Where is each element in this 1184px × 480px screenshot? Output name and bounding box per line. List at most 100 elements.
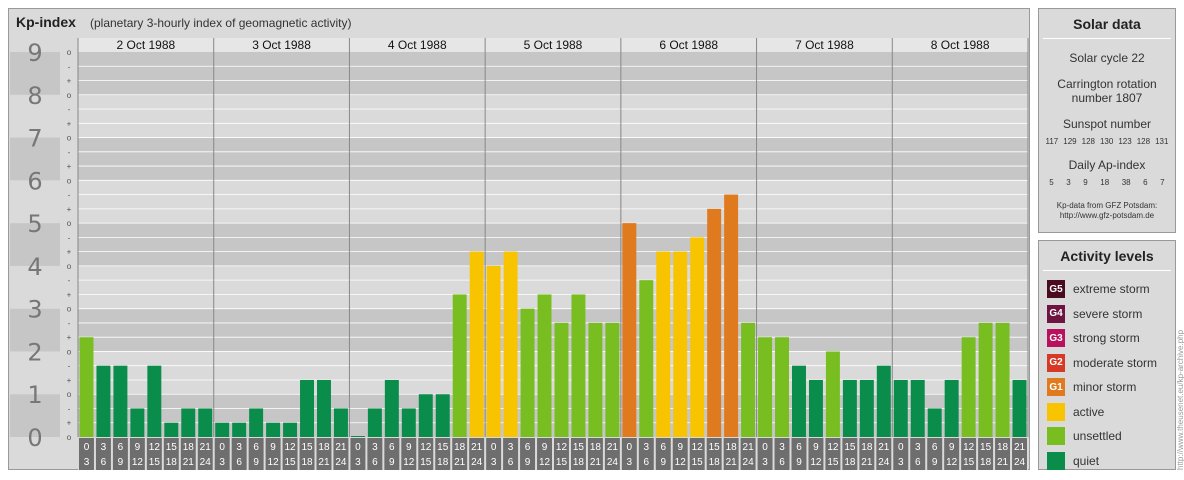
hour-end-label: 3 bbox=[627, 457, 633, 468]
sub-tick-label: o bbox=[67, 91, 72, 100]
hour-label-box bbox=[978, 438, 994, 470]
sub-tick-label: + bbox=[67, 376, 72, 385]
hour-end-label: 6 bbox=[915, 457, 921, 468]
ap-values: 5 3 9 18 38 6 7 bbox=[1039, 178, 1175, 187]
kp-bar bbox=[317, 379, 331, 437]
hour-label-box bbox=[350, 438, 366, 470]
sub-tick-label: o bbox=[67, 219, 72, 228]
kp-bar bbox=[215, 422, 230, 437]
legend-swatch: G4 bbox=[1047, 304, 1065, 323]
sub-tick-label: - bbox=[68, 319, 71, 328]
kp-bar bbox=[350, 436, 365, 437]
legend-label: unsettled bbox=[1073, 429, 1122, 444]
legend-item: active bbox=[1047, 400, 1175, 425]
hour-label-box bbox=[723, 438, 739, 470]
kp-bar bbox=[961, 337, 976, 437]
kp-label-band bbox=[10, 52, 60, 95]
kp-bar bbox=[300, 379, 314, 437]
legend-label: strong storm bbox=[1073, 331, 1140, 346]
kp-bar bbox=[588, 322, 603, 437]
hour-start-label: 12 bbox=[284, 442, 296, 453]
legend-label: minor storm bbox=[1073, 380, 1137, 395]
hour-end-label: 21 bbox=[726, 457, 738, 468]
kp-bar bbox=[96, 365, 111, 437]
ap-value: 9 bbox=[1083, 178, 1088, 187]
legend-item: G2 moderate storm bbox=[1047, 351, 1175, 376]
hour-label-box bbox=[129, 438, 145, 470]
sub-tick-label: + bbox=[67, 77, 72, 86]
hour-start-label: 9 bbox=[135, 442, 141, 453]
hour-end-label: 18 bbox=[709, 457, 721, 468]
sub-tick-label: - bbox=[68, 276, 71, 285]
kp-bar bbox=[808, 379, 823, 437]
hour-end-label: 3 bbox=[219, 457, 225, 468]
hour-label-box bbox=[893, 438, 909, 470]
kp-bar bbox=[792, 365, 806, 437]
y-tick-label: 4 bbox=[27, 253, 42, 281]
hour-label-box bbox=[418, 438, 434, 470]
hour-start-label: 12 bbox=[963, 442, 975, 453]
activity-legend: G5 extreme storm G4 severe storm G3 strong st… bbox=[1039, 271, 1175, 473]
hour-start-label: 21 bbox=[743, 442, 755, 453]
ap-value: 38 bbox=[1121, 178, 1131, 187]
sunspot-value: 128 bbox=[1081, 137, 1095, 146]
hour-label-box bbox=[469, 438, 485, 470]
sub-tick-label: + bbox=[67, 248, 72, 257]
hour-end-label: 24 bbox=[878, 457, 890, 468]
hour-label-box bbox=[808, 438, 824, 470]
hour-label-box bbox=[384, 438, 400, 470]
kp-bar bbox=[758, 337, 773, 437]
activity-levels-title: Activity levels bbox=[1043, 241, 1171, 271]
hour-start-label: 18 bbox=[183, 442, 195, 453]
ap-value: 3 bbox=[1066, 178, 1071, 187]
sub-tick-label: o bbox=[67, 390, 72, 399]
y-tick-label: 9 bbox=[27, 39, 42, 67]
hour-label-box bbox=[587, 438, 603, 470]
hour-label-box bbox=[944, 438, 960, 470]
solar-cycle: Solar cycle 22 bbox=[1069, 51, 1145, 65]
hour-start-label: 6 bbox=[525, 442, 531, 453]
data-source-url: http://www.gfz-potsdam.de bbox=[1059, 211, 1155, 220]
y-tick-label: 8 bbox=[27, 82, 42, 110]
legend-item: G1 minor storm bbox=[1047, 375, 1175, 400]
hour-start-label: 6 bbox=[932, 442, 938, 453]
kp-bar bbox=[554, 322, 569, 437]
kp-bar bbox=[876, 365, 891, 437]
hour-start-label: 15 bbox=[980, 442, 992, 453]
hour-start-label: 3 bbox=[236, 442, 242, 453]
legend-item: G5 extreme storm bbox=[1047, 277, 1175, 302]
data-source: Kp-data from GFZ Potsdam: http://www.gfz… bbox=[1039, 201, 1175, 221]
kp-bar bbox=[825, 351, 840, 437]
hour-end-label: 12 bbox=[132, 457, 144, 468]
day-label-strip bbox=[78, 38, 1028, 52]
hour-end-label: 24 bbox=[607, 457, 619, 468]
kp-bar bbox=[418, 394, 433, 437]
day-label: 5 Oct 1988 bbox=[524, 38, 583, 52]
hour-end-label: 9 bbox=[389, 457, 395, 468]
sunspot-label: Sunspot number bbox=[1062, 117, 1152, 131]
hour-label-box bbox=[95, 438, 111, 470]
legend-item: quiet bbox=[1047, 449, 1175, 474]
hour-label-box bbox=[197, 438, 213, 470]
credit-text: http://www.theusenet.eu/kp-archive.php bbox=[1176, 329, 1184, 470]
hour-end-label: 15 bbox=[827, 457, 839, 468]
carrington-rotation: Carrington rotation number 1807 bbox=[1039, 77, 1175, 105]
kp-bar bbox=[944, 379, 959, 437]
hour-label-box bbox=[859, 438, 875, 470]
y-tick-label: 3 bbox=[27, 296, 42, 324]
hour-label-box bbox=[435, 438, 451, 470]
solar-data-panel: Solar data Solar cycle 22 Carrington rot… bbox=[1038, 8, 1176, 233]
chart-title: Kp-index bbox=[16, 14, 76, 30]
sub-tick-label: + bbox=[67, 419, 72, 428]
kp-band bbox=[78, 94, 1028, 138]
hour-label-box bbox=[79, 438, 94, 470]
hour-label-box bbox=[299, 438, 315, 470]
hour-label-box bbox=[554, 438, 569, 470]
carrington-number: number 1807 bbox=[1071, 91, 1143, 105]
y-tick-label: 1 bbox=[27, 381, 42, 409]
legend-label: active bbox=[1073, 404, 1105, 419]
ap-value: 18 bbox=[1100, 178, 1110, 187]
kp-bar bbox=[249, 408, 264, 437]
kp-bar bbox=[147, 365, 162, 437]
